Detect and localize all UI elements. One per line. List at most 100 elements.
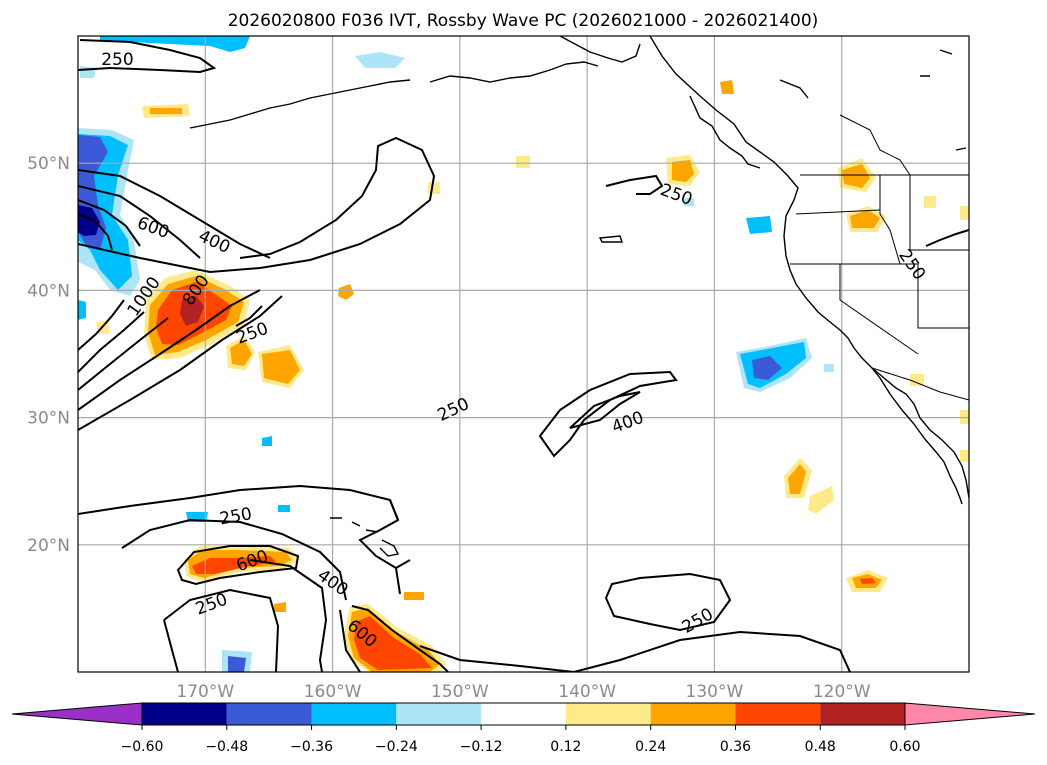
colorbar-swatch (650, 703, 736, 725)
colorbar-swatch (311, 703, 397, 725)
shade-pos-small-q (924, 196, 936, 208)
contour-400-wave (78, 289, 261, 411)
contour-800-nw (78, 199, 141, 247)
border-mt (909, 175, 969, 251)
coastline-alaska-1 (559, 36, 641, 63)
contour-1000-wave (78, 299, 125, 351)
x-tick-label: 150°W (431, 682, 489, 702)
contour-label: 250 (101, 50, 133, 70)
x-tick-label: 130°W (686, 682, 744, 702)
y-tick-label: 20°N (27, 536, 70, 556)
coastline-islands-bc (689, 95, 761, 169)
y-axis-ticks: 50°N 40°N 30°N 20°N (27, 154, 70, 556)
border-us-mexico (871, 367, 969, 401)
shade-pos-small-r (910, 374, 924, 386)
colorbar-tick-label: −0.12 (460, 739, 503, 755)
colorbar-tick-label: 0.24 (635, 739, 666, 755)
shade-neg-west-small (78, 300, 86, 320)
colorbar-tick-label: −0.36 (290, 739, 333, 755)
colorbar-tick-label: 0.36 (720, 739, 751, 755)
shade-pos-small-f (404, 592, 424, 600)
contour-250-loop-east (538, 370, 678, 458)
hawaii-islands (330, 517, 400, 557)
colorbar-tick-label: −0.48 (205, 739, 248, 755)
shade-neg-small-w (824, 364, 834, 372)
shade-pos-024-coast2 (850, 210, 880, 228)
y-tick-label: 40°N (27, 281, 70, 301)
shade-neg-top (100, 36, 250, 52)
map-frame (77, 35, 970, 673)
contour-250-coast (925, 229, 969, 247)
shade-pos-024-baja (788, 464, 806, 494)
shade-pos-036-se (860, 578, 876, 584)
contour-250-se-loop (604, 572, 732, 632)
contour-250-pnw (605, 174, 664, 195)
shade-pos-012-baja2 (808, 486, 834, 514)
colorbar-outline (141, 702, 906, 726)
border-id (879, 175, 901, 265)
x-tick-label: 120°W (813, 682, 871, 702)
colorbar-tick-label: 0.12 (550, 739, 581, 755)
shade-neg-top2 (355, 52, 405, 68)
border-wa-or (795, 209, 881, 215)
small-islands (598, 49, 967, 243)
border-az (917, 264, 969, 329)
colorbar-tick-label: −0.24 (375, 739, 418, 755)
y-tick-label: 50°N (27, 154, 70, 174)
colorbar-tick-label: 0.60 (889, 739, 920, 755)
shade-pos-small-l2 (672, 160, 694, 182)
shade-pos-036-south (354, 616, 432, 670)
ivt-contours (78, 39, 969, 672)
shade-neg-048-east (752, 356, 782, 380)
shade-pos-048-plume (180, 296, 204, 326)
chart-title: 2026020800 F036 IVT, Rossby Wave PC (202… (228, 11, 819, 31)
shade-pos-small-o (428, 182, 440, 194)
contour-400-south (339, 609, 361, 672)
border-nv (839, 264, 919, 355)
y-tick-label: 30°N (27, 409, 70, 429)
shade-pos-small-u (960, 450, 969, 462)
colorbar-swatch (142, 703, 227, 725)
contour-600-wave (78, 317, 169, 391)
contour-250-top (78, 39, 217, 74)
shade-pos-small-n (516, 156, 530, 168)
shade-neg-small-k (278, 505, 290, 512)
x-tick-label: 160°W (304, 682, 362, 702)
contour-250-wave (78, 295, 283, 431)
shade-neg-small-j (262, 436, 272, 446)
border-canada-inner (839, 114, 911, 176)
colorbar-swatch (735, 703, 821, 725)
contour-400-hawaii (121, 518, 347, 601)
contour-400-nw (78, 169, 271, 259)
coastlines (189, 36, 969, 557)
colorbar-tick-label: −0.60 (121, 739, 164, 755)
shade-pos-024-coast (842, 164, 870, 188)
colorbar-swatch (226, 703, 312, 725)
coastline-alaska-2 (429, 61, 599, 83)
shade-pos-small-a2 (230, 340, 252, 366)
contour-250-se-big (419, 630, 851, 672)
shade-pos-small-c (338, 284, 354, 300)
colorbar-extend-max (904, 702, 1036, 726)
x-tick-label: 170°W (176, 682, 234, 702)
colorbar-swatch (565, 703, 651, 725)
shade-neg-060-west (78, 205, 100, 236)
contour-250-vert (389, 499, 411, 569)
shade-pos-small-b2 (262, 350, 300, 384)
coastline-north-america (649, 36, 969, 499)
x-tick-label: 140°W (558, 682, 616, 702)
x-axis-ticks: 170°W 160°W 150°W 140°W 130°W 120°W (176, 682, 870, 702)
colorbar-extend-min (11, 702, 143, 726)
colorbar: −0.60 −0.48 −0.36 −0.24 −0.12 0.12 0.24 0.36 0.4… (11, 702, 1036, 755)
shade-pos-small-s (960, 206, 969, 220)
contour-250-south3 (163, 619, 179, 672)
shade-neg-small-v (684, 198, 694, 206)
contour-600-south (351, 605, 449, 672)
gridlines (78, 36, 969, 672)
contour-250-south (163, 588, 280, 672)
coastline-baja (871, 367, 963, 505)
contour-250-mid (235, 305, 263, 327)
contour-250-crescent (78, 136, 436, 274)
